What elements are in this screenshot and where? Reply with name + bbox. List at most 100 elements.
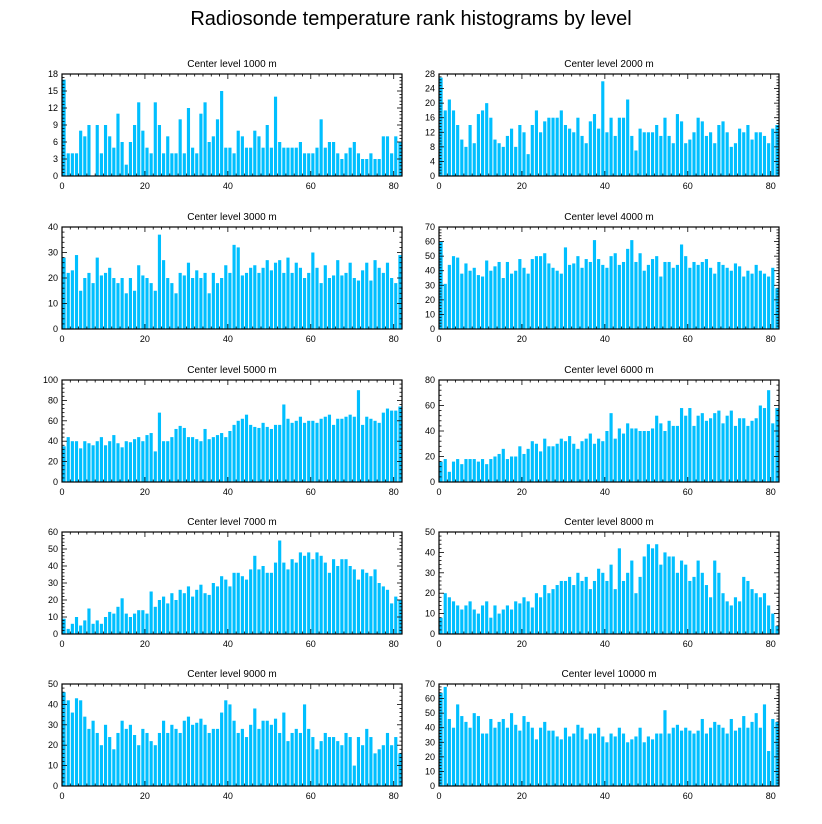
bar <box>601 441 605 482</box>
bar <box>700 572 704 634</box>
bar <box>576 572 580 634</box>
bar <box>601 736 605 786</box>
bar <box>568 128 572 176</box>
bar <box>108 136 112 176</box>
bar <box>170 724 174 786</box>
panel-title: Center level 5000 m <box>187 365 277 376</box>
bar <box>377 583 381 634</box>
bar <box>543 585 547 634</box>
bar <box>253 555 257 634</box>
bar <box>559 110 563 176</box>
bar <box>286 257 290 329</box>
x-tick-label: 80 <box>389 639 399 649</box>
bar <box>580 580 584 634</box>
bar <box>692 425 696 482</box>
bar <box>646 264 650 329</box>
bar <box>178 732 182 786</box>
bar <box>377 749 381 786</box>
bar <box>128 278 132 329</box>
bar <box>451 110 456 176</box>
bar <box>137 610 141 634</box>
bar <box>584 576 588 634</box>
bar <box>634 428 638 482</box>
bar <box>174 428 178 482</box>
x-tick-label: 60 <box>683 181 693 191</box>
bar <box>261 720 265 786</box>
bar <box>66 272 70 329</box>
bar <box>555 736 559 786</box>
bar <box>319 418 323 482</box>
y-tick-label: 20 <box>48 740 58 750</box>
bar <box>273 262 278 329</box>
bar <box>634 150 638 176</box>
bar <box>211 136 215 176</box>
bar <box>265 260 269 329</box>
bar <box>361 745 365 786</box>
bar <box>667 556 671 634</box>
bar <box>282 712 286 786</box>
panel-7: Center level 7000 m 0 20 40 60 80 0 10 20 30 40 50 6… <box>48 517 403 649</box>
bar <box>62 79 66 176</box>
x-tick-label: 60 <box>306 181 316 191</box>
bar <box>667 135 671 176</box>
bar <box>70 441 74 482</box>
y-tick-label: 50 <box>48 679 58 689</box>
bar <box>178 272 182 329</box>
x-tick-label: 80 <box>389 334 399 344</box>
bar <box>584 438 588 482</box>
bar <box>240 728 244 786</box>
y-tick-label: 10 <box>48 761 58 771</box>
bar <box>775 408 779 482</box>
bar <box>725 267 729 329</box>
bar <box>646 431 650 482</box>
bar <box>199 278 203 329</box>
bar <box>738 727 742 786</box>
bar <box>679 408 684 482</box>
bar <box>530 125 534 176</box>
bar <box>91 445 95 482</box>
bar <box>725 733 729 786</box>
bar <box>472 459 476 482</box>
bar <box>207 142 211 176</box>
bar <box>307 420 311 482</box>
bar <box>447 471 451 482</box>
bar <box>348 414 352 482</box>
bar <box>563 580 568 634</box>
y-tick-label: 70 <box>425 679 435 689</box>
bar <box>563 727 568 786</box>
bar <box>696 730 700 786</box>
bar <box>555 270 559 329</box>
bar <box>696 560 700 634</box>
bar <box>543 721 547 786</box>
bar <box>199 584 203 634</box>
bar <box>613 135 617 176</box>
bar <box>352 765 356 786</box>
panel-title: Center level 1000 m <box>187 59 277 70</box>
bar <box>145 613 149 634</box>
bar <box>174 293 178 329</box>
bar <box>447 99 451 176</box>
bar <box>340 745 344 786</box>
bar <box>220 433 224 482</box>
bar <box>278 142 282 176</box>
bar <box>70 270 74 329</box>
bar <box>588 433 592 482</box>
bar <box>526 273 530 329</box>
bar <box>675 724 679 786</box>
bar <box>207 293 211 329</box>
bar <box>588 589 592 634</box>
bar <box>265 572 269 634</box>
bar <box>257 569 261 634</box>
bar <box>655 256 659 329</box>
bar <box>377 267 381 329</box>
bar <box>543 438 547 482</box>
y-tick-label: 40 <box>48 222 58 232</box>
y-tick-label: 40 <box>48 699 58 709</box>
bar <box>634 261 638 329</box>
bar <box>352 416 356 482</box>
bar <box>352 142 356 176</box>
bar <box>460 139 464 176</box>
bar <box>182 153 186 176</box>
bar <box>609 413 613 482</box>
bar <box>116 283 120 329</box>
